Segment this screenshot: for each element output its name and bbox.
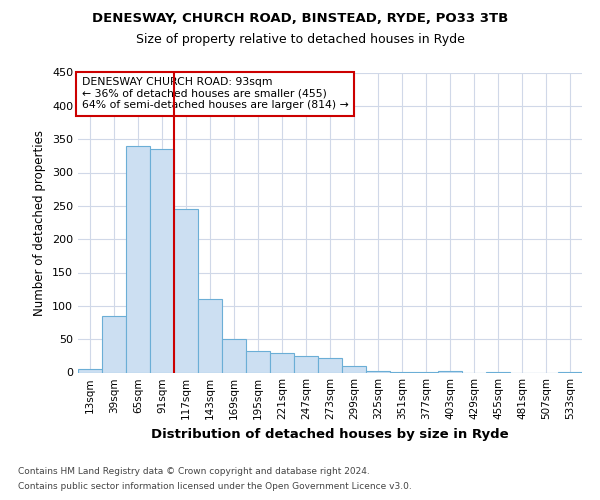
Bar: [222, 339, 246, 372]
Bar: [438, 370, 462, 372]
Y-axis label: Number of detached properties: Number of detached properties: [34, 130, 46, 316]
Text: Contains HM Land Registry data © Crown copyright and database right 2024.: Contains HM Land Registry data © Crown c…: [18, 467, 370, 476]
Text: DENESWAY CHURCH ROAD: 93sqm
← 36% of detached houses are smaller (455)
64% of se: DENESWAY CHURCH ROAD: 93sqm ← 36% of det…: [82, 77, 349, 110]
Bar: [246, 350, 270, 372]
Bar: [150, 149, 174, 372]
Bar: [126, 146, 150, 372]
Text: Contains public sector information licensed under the Open Government Licence v3: Contains public sector information licen…: [18, 482, 412, 491]
Bar: [102, 316, 126, 372]
Bar: [78, 369, 102, 372]
Bar: [270, 352, 294, 372]
X-axis label: Distribution of detached houses by size in Ryde: Distribution of detached houses by size …: [151, 428, 509, 441]
Bar: [198, 299, 222, 372]
Bar: [342, 366, 366, 372]
Text: DENESWAY, CHURCH ROAD, BINSTEAD, RYDE, PO33 3TB: DENESWAY, CHURCH ROAD, BINSTEAD, RYDE, P…: [92, 12, 508, 26]
Text: Size of property relative to detached houses in Ryde: Size of property relative to detached ho…: [136, 32, 464, 46]
Bar: [318, 358, 342, 372]
Bar: [294, 356, 318, 372]
Bar: [366, 370, 390, 372]
Bar: [174, 209, 198, 372]
